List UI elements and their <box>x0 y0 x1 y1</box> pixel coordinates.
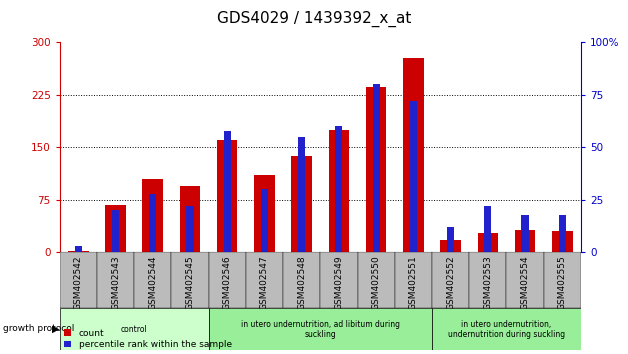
Bar <box>477 233 498 252</box>
Bar <box>97 252 134 308</box>
Text: GSM402554: GSM402554 <box>521 255 529 310</box>
Bar <box>112 211 119 252</box>
Bar <box>224 131 230 252</box>
Bar <box>410 101 417 252</box>
Text: GSM402546: GSM402546 <box>223 255 232 310</box>
Text: GSM402555: GSM402555 <box>558 255 567 310</box>
Bar <box>469 252 506 308</box>
Bar <box>106 205 126 252</box>
Bar <box>447 227 454 252</box>
Text: ▶: ▶ <box>51 324 59 333</box>
Bar <box>171 252 208 308</box>
Bar <box>506 252 544 308</box>
Bar <box>515 230 535 252</box>
Text: growth protocol: growth protocol <box>3 324 75 333</box>
Bar <box>484 206 491 252</box>
Text: GSM402549: GSM402549 <box>334 255 344 310</box>
Bar <box>291 156 312 252</box>
Bar <box>254 176 274 252</box>
Bar <box>180 186 200 252</box>
Text: GSM402552: GSM402552 <box>446 255 455 310</box>
Bar <box>143 179 163 252</box>
Text: in utero undernutrition, ad libitum during
suckling: in utero undernutrition, ad libitum duri… <box>241 320 400 339</box>
Text: GSM402543: GSM402543 <box>111 255 120 310</box>
Bar <box>403 58 424 252</box>
Bar <box>357 252 395 308</box>
Bar <box>68 251 89 252</box>
Bar <box>544 252 581 308</box>
Bar <box>335 126 342 252</box>
Bar <box>60 308 208 350</box>
Text: in utero undernutrition,
undernutrition during suckling: in utero undernutrition, undernutrition … <box>448 320 565 339</box>
Bar <box>149 194 156 252</box>
Bar <box>246 252 283 308</box>
Bar <box>559 215 566 252</box>
Bar <box>261 189 268 252</box>
Text: control: control <box>121 325 148 334</box>
Text: GSM402553: GSM402553 <box>484 255 492 310</box>
Bar <box>395 252 432 308</box>
Text: GSM402551: GSM402551 <box>409 255 418 310</box>
Bar <box>283 252 320 308</box>
Bar <box>75 246 82 252</box>
Bar <box>208 252 246 308</box>
Text: GSM402542: GSM402542 <box>73 255 83 310</box>
Text: GSM402550: GSM402550 <box>372 255 381 310</box>
Bar <box>432 308 581 350</box>
Bar <box>187 206 193 252</box>
Text: GSM402547: GSM402547 <box>260 255 269 310</box>
Bar <box>320 252 357 308</box>
Bar <box>552 232 573 252</box>
Bar <box>60 252 97 308</box>
Bar <box>432 252 469 308</box>
Bar <box>366 87 386 252</box>
Text: GSM402544: GSM402544 <box>148 255 157 310</box>
Bar <box>372 85 380 252</box>
Bar <box>217 141 237 252</box>
Bar <box>328 130 349 252</box>
Bar <box>134 252 171 308</box>
Bar <box>208 308 432 350</box>
Text: GDS4029 / 1439392_x_at: GDS4029 / 1439392_x_at <box>217 11 411 27</box>
Bar <box>298 137 305 252</box>
Bar <box>440 240 461 252</box>
Text: GSM402548: GSM402548 <box>297 255 306 310</box>
Text: GSM402545: GSM402545 <box>185 255 195 310</box>
Bar <box>521 215 529 252</box>
Legend: count, percentile rank within the sample: count, percentile rank within the sample <box>64 329 232 349</box>
